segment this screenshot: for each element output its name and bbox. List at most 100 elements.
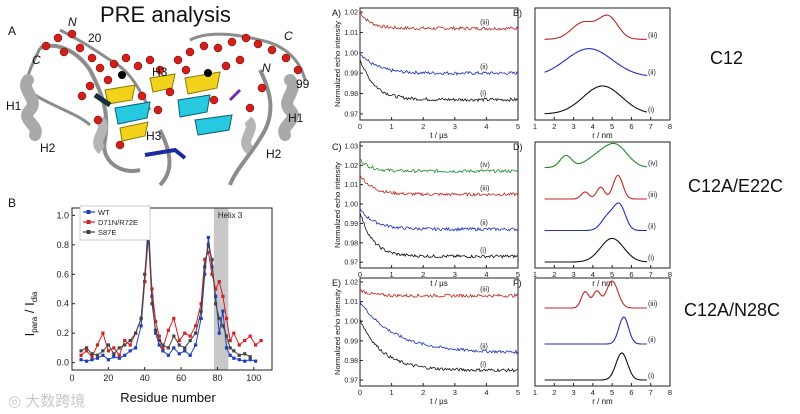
pre-point <box>177 338 181 343</box>
deer-r-tick: 5 <box>610 270 614 279</box>
deer-y-label: Normalized echo intensity <box>333 289 342 375</box>
deer-y-tick: 1.00 <box>344 202 358 209</box>
deer-t-tick: 1 <box>390 388 394 397</box>
pre-point <box>203 257 207 262</box>
pre-point <box>217 331 221 335</box>
deer-r-tick: 8 <box>668 388 672 397</box>
deer-r-tick: 1 <box>533 122 537 131</box>
pre-x-tick: 80 <box>212 373 222 383</box>
pre-point <box>154 328 158 332</box>
deer-t-tick: 2 <box>421 122 425 131</box>
deer-trace-label: (i) <box>480 91 486 98</box>
deer-time-trace <box>359 318 519 373</box>
deer-t-tick: 2 <box>421 270 425 279</box>
deer-r-tick: 4 <box>591 122 595 131</box>
pre-y-tick: 1.0 <box>56 210 69 220</box>
pre-point <box>112 352 116 356</box>
pre-point <box>117 353 121 357</box>
deer-time-frame <box>359 277 519 387</box>
panel-b-label: B <box>8 196 17 210</box>
deer-y-tick: 1.02 <box>344 163 358 170</box>
pre-point <box>150 302 154 306</box>
pre-point <box>134 346 138 350</box>
deer-r-tick: 3 <box>571 122 575 131</box>
label-residue-20: 20 <box>88 31 102 45</box>
deer-r-label: r / nm <box>592 279 613 288</box>
deer-r-tick: 5 <box>610 122 614 131</box>
deer-distance-curve <box>544 352 647 381</box>
pre-point <box>221 309 225 313</box>
pre-point <box>232 356 236 360</box>
deer-time-trace <box>359 59 519 103</box>
pre-point <box>84 346 89 350</box>
pre-point <box>183 349 187 353</box>
deer-t-tick: 1 <box>390 270 394 279</box>
deer-dist-label: (ii) <box>648 337 656 344</box>
pre-point <box>206 235 210 240</box>
pre-point <box>243 352 247 356</box>
deer-t-label: t / µs <box>430 131 448 140</box>
deer-trace-label: (ii) <box>480 220 488 227</box>
deer-r-tick: 3 <box>571 388 575 397</box>
pre-point <box>95 356 100 360</box>
pre-point <box>101 331 105 335</box>
deer-time-frame <box>359 141 519 269</box>
deer-distance-curve <box>544 202 647 232</box>
deer-y-tick: 0.98 <box>344 91 358 98</box>
pre-point <box>188 353 192 357</box>
pre-point <box>172 316 176 321</box>
pre-point <box>90 352 94 356</box>
pre-point <box>123 338 127 343</box>
pre-point <box>206 243 210 247</box>
deer-dist-label: (iii) <box>648 32 657 39</box>
pre-point <box>183 346 187 350</box>
pre-point <box>228 353 232 357</box>
deer-distance-curve <box>544 85 648 115</box>
pre-point <box>214 302 218 306</box>
deer-time-trace <box>359 53 519 76</box>
pre-point <box>166 328 170 332</box>
pre-point <box>117 346 121 350</box>
pre-x-tick: 40 <box>140 373 150 383</box>
protein-structure-illustration: N C 20 C N 99 H3 H1 H3 H2 H1 H2 H3 <box>6 15 310 187</box>
deer-dist-label: (i) <box>648 255 654 262</box>
pre-x-tick: 100 <box>246 373 261 383</box>
deer-distance-curve <box>544 316 647 345</box>
deer-fit-label: D) <box>513 142 523 152</box>
pre-point <box>199 316 203 321</box>
label-n-right: N <box>262 61 271 75</box>
pre-point <box>214 294 218 298</box>
legend-s87e: S87E <box>98 228 116 237</box>
deer-dist-label: (ii) <box>648 70 656 77</box>
deer-trace-label: (iii) <box>480 19 489 26</box>
pre-point <box>217 280 221 284</box>
pre-point <box>134 331 138 335</box>
pre-point <box>112 355 116 359</box>
deer-time-trace <box>359 288 519 299</box>
deer-dist-label: (iv) <box>648 161 658 168</box>
pre-point <box>232 331 236 335</box>
pre-point <box>143 272 147 276</box>
deer-t-tick: 5 <box>516 388 520 397</box>
pre-point <box>210 257 214 262</box>
pre-point <box>106 358 110 362</box>
deer-r-tick: 7 <box>649 122 653 131</box>
pre-point <box>243 359 247 363</box>
deer-y-tick: 0.98 <box>344 358 358 365</box>
pre-point <box>79 358 83 362</box>
deer-r-tick: 6 <box>629 388 633 397</box>
pre-y-tick: 0.2 <box>56 328 69 338</box>
deer-distance-curve <box>544 237 647 263</box>
legend-wt: WT <box>98 208 110 217</box>
construct-c12: C12 <box>710 48 744 68</box>
pre-point <box>154 331 158 335</box>
pre-chart: Helix 3 0 20 40 60 80 100 0.0 0.2 0.4 0.6 0.8 1.0 W… <box>22 205 273 405</box>
deer-y-tick: 0.97 <box>344 378 358 385</box>
deer-trace-label: (ii) <box>480 64 488 71</box>
deer-r-tick: 6 <box>629 270 633 279</box>
pre-point <box>106 349 110 353</box>
deer-fit-label: B) <box>513 8 522 18</box>
pre-point <box>139 316 143 321</box>
label-h3-mid: H3 <box>152 65 168 79</box>
pre-point <box>157 338 161 343</box>
